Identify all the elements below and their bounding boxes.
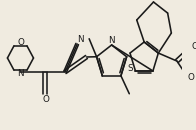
Text: N: N	[77, 34, 83, 44]
Text: O: O	[17, 37, 24, 47]
Text: N: N	[108, 35, 115, 44]
Text: O: O	[42, 95, 49, 103]
Text: O: O	[187, 73, 194, 82]
Text: N: N	[17, 70, 24, 79]
Text: S: S	[127, 64, 133, 73]
Text: O: O	[191, 42, 196, 51]
